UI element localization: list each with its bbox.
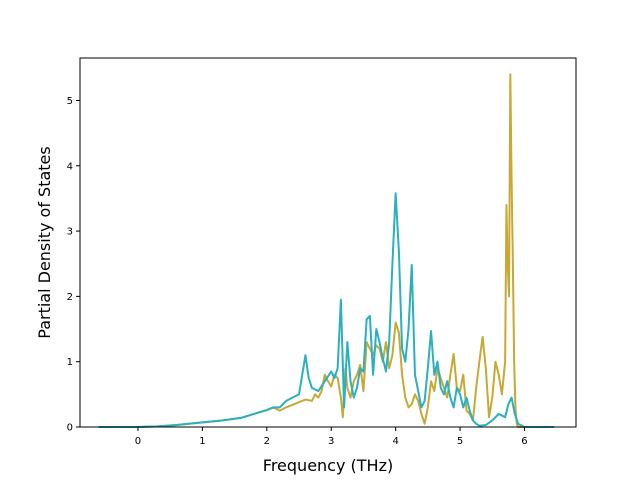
y-axis-label: Partial Density of States xyxy=(35,146,54,338)
x-tick-label: 4 xyxy=(392,436,398,447)
x-tick-label: 3 xyxy=(328,436,334,447)
y-tick-label: 2 xyxy=(67,292,73,303)
series-line-2 xyxy=(98,192,555,428)
x-tick-label: 6 xyxy=(521,436,527,447)
x-tick-label: 2 xyxy=(264,436,270,447)
y-tick-label: 4 xyxy=(67,161,73,172)
plot-area xyxy=(80,58,576,427)
series-layer xyxy=(98,73,555,428)
x-tick-label: 0 xyxy=(135,436,141,447)
y-tick-label: 5 xyxy=(67,96,73,107)
x-axis-label: Frequency (THz) xyxy=(263,456,393,475)
series-line-1 xyxy=(98,73,555,428)
x-axis-ticks: 0 1 2 3 4 5 6 xyxy=(135,427,528,447)
y-tick-label: 3 xyxy=(67,227,73,238)
y-tick-label: 1 xyxy=(67,357,73,368)
y-axis-ticks: 0 1 2 3 4 5 xyxy=(67,96,80,434)
plot-frame xyxy=(79,57,577,428)
x-tick-label: 1 xyxy=(199,436,205,447)
y-tick-label: 0 xyxy=(67,423,73,434)
x-tick-label: 5 xyxy=(457,436,463,447)
